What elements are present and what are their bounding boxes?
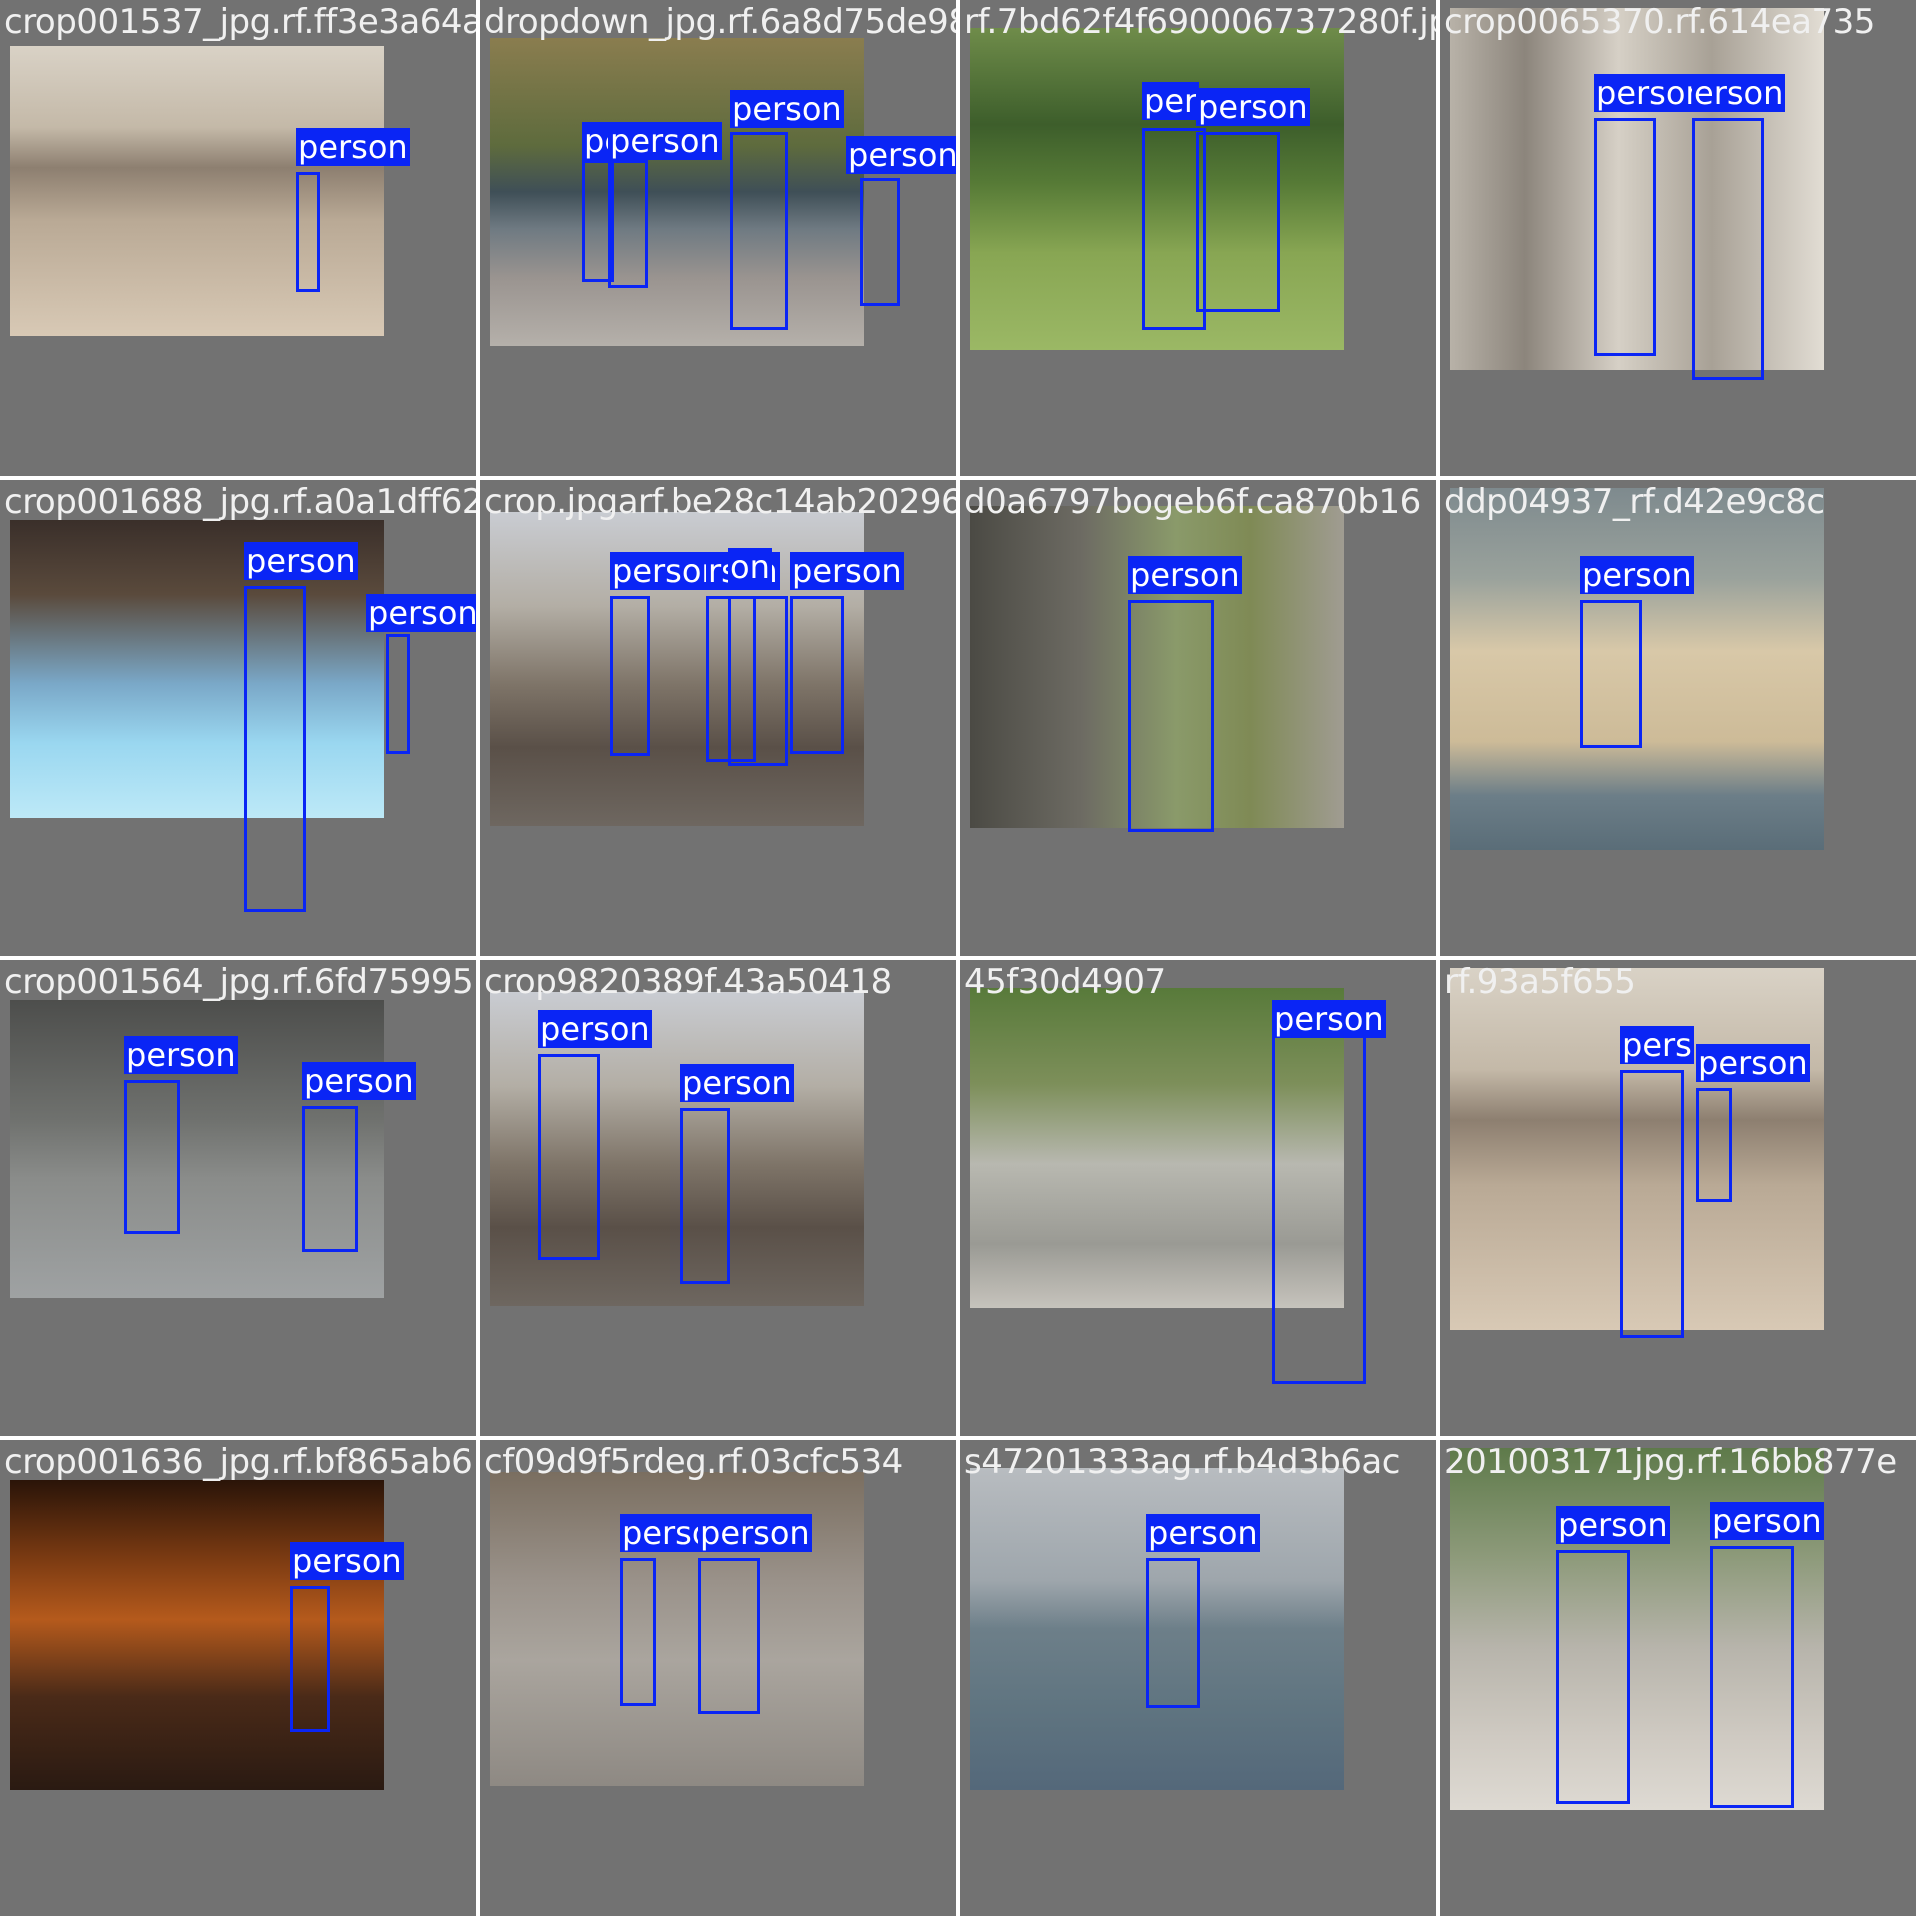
detection-box: [124, 1080, 180, 1234]
detection-box: [680, 1108, 730, 1284]
detection-box: [698, 1558, 760, 1714]
detection-label: person: [1710, 1502, 1824, 1540]
mosaic-tile: s47201333ag.rf.b4d3b6ac person: [960, 1440, 1436, 1916]
detection-box: [1594, 118, 1656, 356]
detection-label: person: [290, 1542, 404, 1580]
detection-box: [538, 1054, 600, 1260]
tile-filename: cf09d9f5rdeg.rf.03cfc534: [484, 1442, 903, 1482]
detection-box: [1142, 128, 1206, 330]
mosaic-tile: 45f30d4907 person: [960, 960, 1436, 1436]
detection-box: [728, 596, 788, 766]
detection-label: person: [610, 552, 724, 590]
detection-label: person: [244, 542, 358, 580]
detection-box: [1556, 1550, 1630, 1804]
scene-photo: [490, 38, 864, 346]
detection-label: person: [1594, 74, 1708, 112]
detection-label: erson: [1692, 74, 1786, 112]
detection-label: on: [728, 548, 772, 586]
mosaic-tile: crop9820389f.43a50418 person person: [480, 960, 956, 1436]
detection-box: [302, 1106, 358, 1252]
tile-filename: crop001636_jpg.rf.bf865ab6: [4, 1442, 473, 1482]
detection-label: person: [1556, 1506, 1670, 1544]
detection-label: person: [1696, 1044, 1810, 1082]
scene-photo: [970, 988, 1344, 1308]
detection-box: [582, 160, 614, 282]
mosaic-tile: rf.7bd62f4f690006737280f.jpg per person: [960, 0, 1436, 476]
tile-filename: rf.7bd62f4f690006737280f.jpg: [964, 2, 1436, 42]
mosaic-tile: dropdown_jpg.rf.6a8d75de9873051905866per…: [480, 0, 956, 476]
tile-filename: 45f30d4907: [964, 962, 1166, 1002]
detection-label: person: [302, 1062, 416, 1100]
tile-filename: crop9820389f.43a50418: [484, 962, 892, 1002]
detection-label: person: [124, 1036, 238, 1074]
detection-box: [610, 596, 650, 756]
detection-label: person: [790, 552, 904, 590]
mosaic-tile: crop.jpgarf.be28c14ab2029633personrsonon…: [480, 480, 956, 956]
detection-box: [1710, 1546, 1794, 1808]
detection-box: [1580, 600, 1642, 748]
detection-box: [860, 178, 900, 306]
tile-filename: dropdown_jpg.rf.6a8d75de9873051905866: [484, 2, 956, 42]
detection-label: person: [366, 594, 476, 632]
scene-photo: [10, 46, 384, 336]
mosaic-tile: rf.93a5f655 pers person: [1440, 960, 1916, 1436]
mosaic-tile: crop001537_jpg.rf.ff3e3a64a19960d5f0330p…: [0, 0, 476, 476]
detection-box: [244, 586, 306, 912]
detection-box: [1692, 118, 1764, 380]
detection-box: [290, 1586, 330, 1732]
scene-photo: [1450, 488, 1824, 850]
detection-label: person: [730, 90, 844, 128]
detection-label: person: [538, 1010, 652, 1048]
detection-box: [1696, 1088, 1732, 1202]
detection-box: [1196, 132, 1280, 312]
detection-label: person: [608, 122, 722, 160]
mosaic-tile: 201003171jpg.rf.16bb877e person person: [1440, 1440, 1916, 1916]
detection-label: person: [846, 136, 956, 174]
tile-filename: crop001688_jpg.rf.a0a1dff627434695420: [4, 482, 476, 522]
detection-box: [730, 132, 788, 330]
detection-box: [1272, 1022, 1366, 1384]
tile-filename: d0a6797bogeb6f.ca870b16: [964, 482, 1421, 522]
detection-label: person: [698, 1514, 812, 1552]
detection-label: person: [1580, 556, 1694, 594]
tile-filename: s47201333ag.rf.b4d3b6ac: [964, 1442, 1400, 1482]
scene-photo: [10, 1480, 384, 1790]
tile-filename: crop001537_jpg.rf.ff3e3a64a19960d5f0330: [4, 2, 476, 42]
detection-label: per: [1142, 82, 1200, 120]
detection-box: [790, 596, 844, 754]
mosaic-tile: d0a6797bogeb6f.ca870b16 person: [960, 480, 1436, 956]
tile-filename: crop001564_jpg.rf.6fd75995: [4, 962, 474, 1002]
detection-box: [608, 160, 648, 288]
tile-filename: crop0065370.rf.614ea735: [1444, 2, 1875, 42]
detection-box: [1620, 1070, 1684, 1338]
detection-box: [296, 172, 320, 292]
tile-filename: 201003171jpg.rf.16bb877e: [1444, 1442, 1897, 1482]
mosaic-tile: crop001688_jpg.rf.a0a1dff627434695420per…: [0, 480, 476, 956]
detection-box: [620, 1558, 656, 1706]
mosaic-tile: cf09d9f5rdeg.rf.03cfc534 person person: [480, 1440, 956, 1916]
detection-label: person: [1196, 88, 1310, 126]
detection-label: person: [296, 128, 410, 166]
mosaic-tile: crop0065370.rf.614ea735 person erson: [1440, 0, 1916, 476]
detection-box: [386, 634, 410, 754]
tile-filename: crop.jpgarf.be28c14ab2029633: [484, 482, 956, 522]
tile-filename: rf.93a5f655: [1444, 962, 1636, 1002]
detection-box: [1128, 600, 1214, 832]
detection-label: pers: [1620, 1026, 1694, 1064]
detection-label: person: [1128, 556, 1242, 594]
detection-label: person: [680, 1064, 794, 1102]
tile-filename: ddp04937_rf.d42e9c8c: [1444, 482, 1825, 522]
detection-box: [1146, 1558, 1200, 1708]
scene-photo: [970, 28, 1344, 350]
detection-label: person: [1146, 1514, 1260, 1552]
detection-label: person: [1272, 1000, 1386, 1038]
